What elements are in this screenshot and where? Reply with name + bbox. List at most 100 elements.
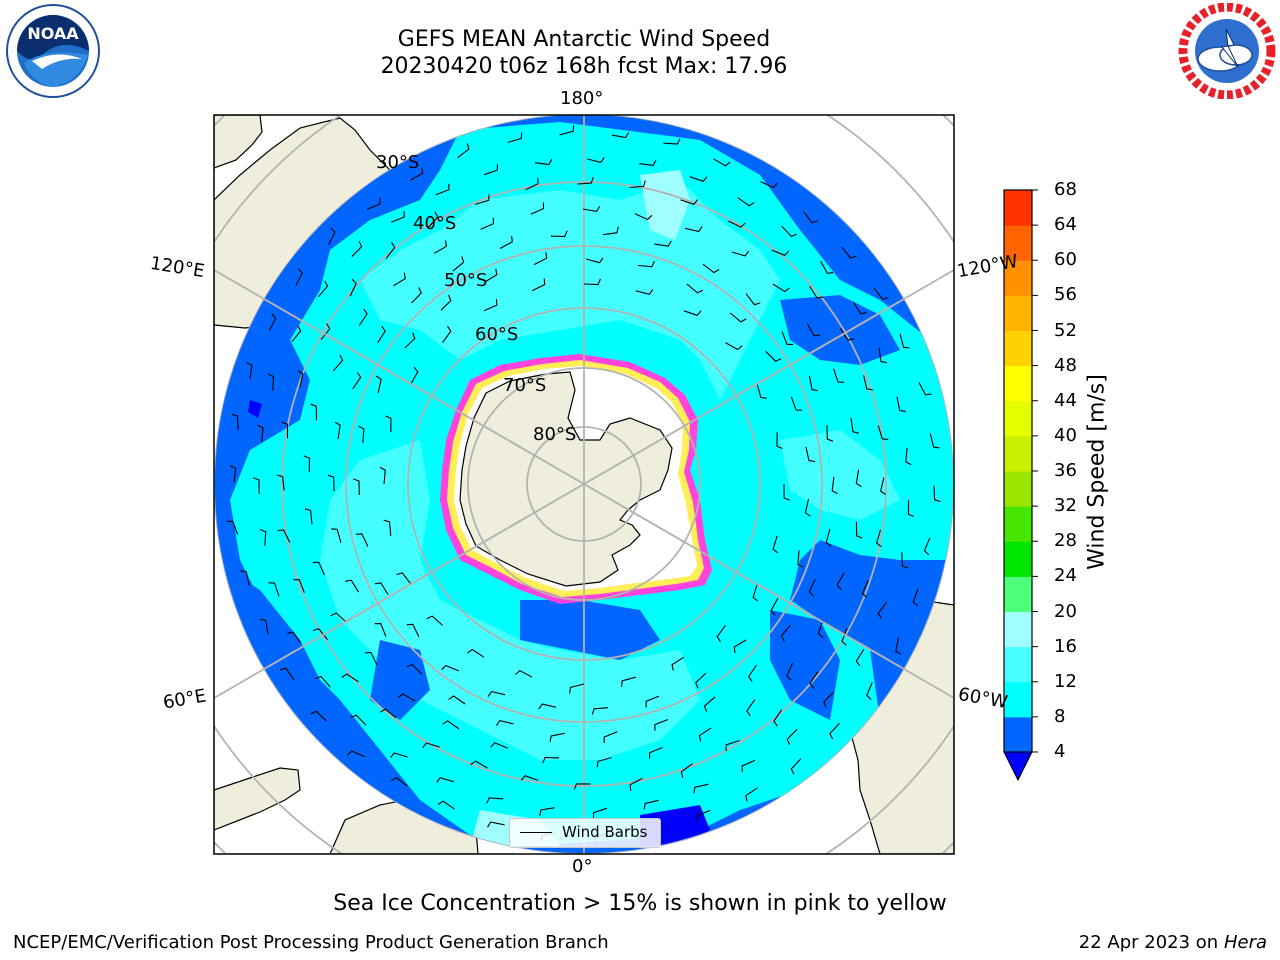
wind-barb <box>829 722 840 740</box>
colorbar-tick-label: 64 <box>1054 214 1077 236</box>
wind-barb <box>291 325 302 343</box>
wind-barb <box>385 241 396 259</box>
colorbar-segment <box>1004 400 1032 437</box>
lat-label-70s: 70°S <box>503 375 547 396</box>
wind-barb <box>542 756 560 764</box>
wind-barb <box>393 272 406 287</box>
wind-barb <box>731 250 750 257</box>
wind-barb <box>487 690 506 697</box>
wind-barb <box>896 396 906 412</box>
wind-barb <box>279 667 295 681</box>
wind-barb <box>320 323 331 341</box>
wind-barb <box>410 366 419 385</box>
wind-barb <box>487 821 505 828</box>
wind-barb <box>695 672 707 689</box>
wind-barb <box>907 500 915 518</box>
colorbar-segment <box>1004 190 1032 226</box>
noaa-logo: NOAA <box>6 4 100 98</box>
wind-barb <box>577 177 594 185</box>
wind-barb <box>411 287 422 304</box>
wind-barb <box>863 375 873 391</box>
wind-barb <box>475 194 490 205</box>
wind-barb <box>295 268 304 286</box>
wind-barb <box>276 474 285 491</box>
wind-barb <box>520 775 539 782</box>
wind-barb <box>334 421 341 440</box>
colorbar-segment <box>1004 260 1032 296</box>
wind-barb <box>680 763 694 778</box>
colorbar-segment <box>1004 330 1032 367</box>
colorbar-tick-label: 52 <box>1054 319 1077 341</box>
wind-barb <box>379 466 386 485</box>
colorbar-segment <box>1004 716 1032 753</box>
wind-barb <box>836 572 845 590</box>
wind-barb <box>377 325 386 344</box>
wind-barb <box>315 675 331 688</box>
wind-barb <box>427 211 439 228</box>
wind-barb <box>406 623 420 638</box>
wind-barb <box>531 278 546 292</box>
wind-barb <box>591 707 609 715</box>
wind-barb <box>918 382 932 396</box>
colorbar-under-arrow <box>1003 751 1033 782</box>
wind-barb <box>397 693 416 702</box>
wind-barb <box>253 477 260 494</box>
wind-barb <box>725 342 743 351</box>
wind-barb <box>442 720 460 730</box>
wind-barb <box>404 332 416 349</box>
wind-barb <box>703 696 716 712</box>
wind-barb <box>804 498 811 517</box>
colorbar-tick-label: 68 <box>1054 179 1077 200</box>
wind-barb <box>873 287 889 300</box>
wind-barb <box>621 676 636 687</box>
wind-barb <box>434 240 448 254</box>
colorbar-tick-label: 4 <box>1054 741 1066 762</box>
wind-barb <box>840 328 855 341</box>
wind-barb <box>349 278 357 297</box>
colorbar-segment <box>1004 576 1032 612</box>
generation-date: 22 Apr 2023 on Hera <box>1079 932 1267 953</box>
wind-barb <box>457 143 470 159</box>
wind-barb <box>809 285 824 299</box>
wind-barb <box>592 807 608 819</box>
wind-barb <box>855 521 863 539</box>
wind-barb <box>905 447 912 466</box>
wind-barb <box>312 561 326 576</box>
wind-barb <box>684 226 703 233</box>
wind-barb <box>820 260 834 274</box>
colorbar-tick-label: 60 <box>1054 249 1077 271</box>
wind-barb <box>452 256 465 272</box>
wind-barb <box>770 598 779 616</box>
wind-barb <box>783 483 790 501</box>
wind-barb <box>259 618 269 635</box>
colorbar-tick-label: 8 <box>1054 705 1066 727</box>
wind-barb <box>645 695 660 708</box>
colorbar-tick-label: 12 <box>1054 670 1077 692</box>
colorbar-segment <box>1004 541 1032 577</box>
wind-barb <box>773 709 783 727</box>
wind-barb <box>530 202 545 215</box>
wind-barb <box>268 313 277 331</box>
wind-barb <box>603 226 619 236</box>
wind-barb <box>569 683 585 694</box>
wind-barb <box>550 230 568 237</box>
wind-barb <box>287 631 302 645</box>
lat-label-80s: 80°S <box>533 424 577 445</box>
wind-barb <box>486 797 504 804</box>
lat-label-40s: 40°S <box>413 213 457 234</box>
legend-label: Wind Barbs <box>562 823 648 841</box>
wind-barb <box>350 714 367 726</box>
wind-barb <box>850 417 859 434</box>
wind-barb <box>587 157 605 164</box>
wind-barb <box>603 731 618 743</box>
colorbar-segment <box>1004 611 1032 648</box>
wind-barb <box>772 283 790 293</box>
wind-barb <box>441 664 459 672</box>
wind-barb <box>573 783 591 790</box>
wind-barb <box>686 283 704 294</box>
wind-barb <box>745 293 761 306</box>
wind-barb <box>226 520 239 535</box>
wind-barb <box>470 760 488 769</box>
wind-barb <box>231 413 239 431</box>
wind-barb <box>806 323 821 337</box>
